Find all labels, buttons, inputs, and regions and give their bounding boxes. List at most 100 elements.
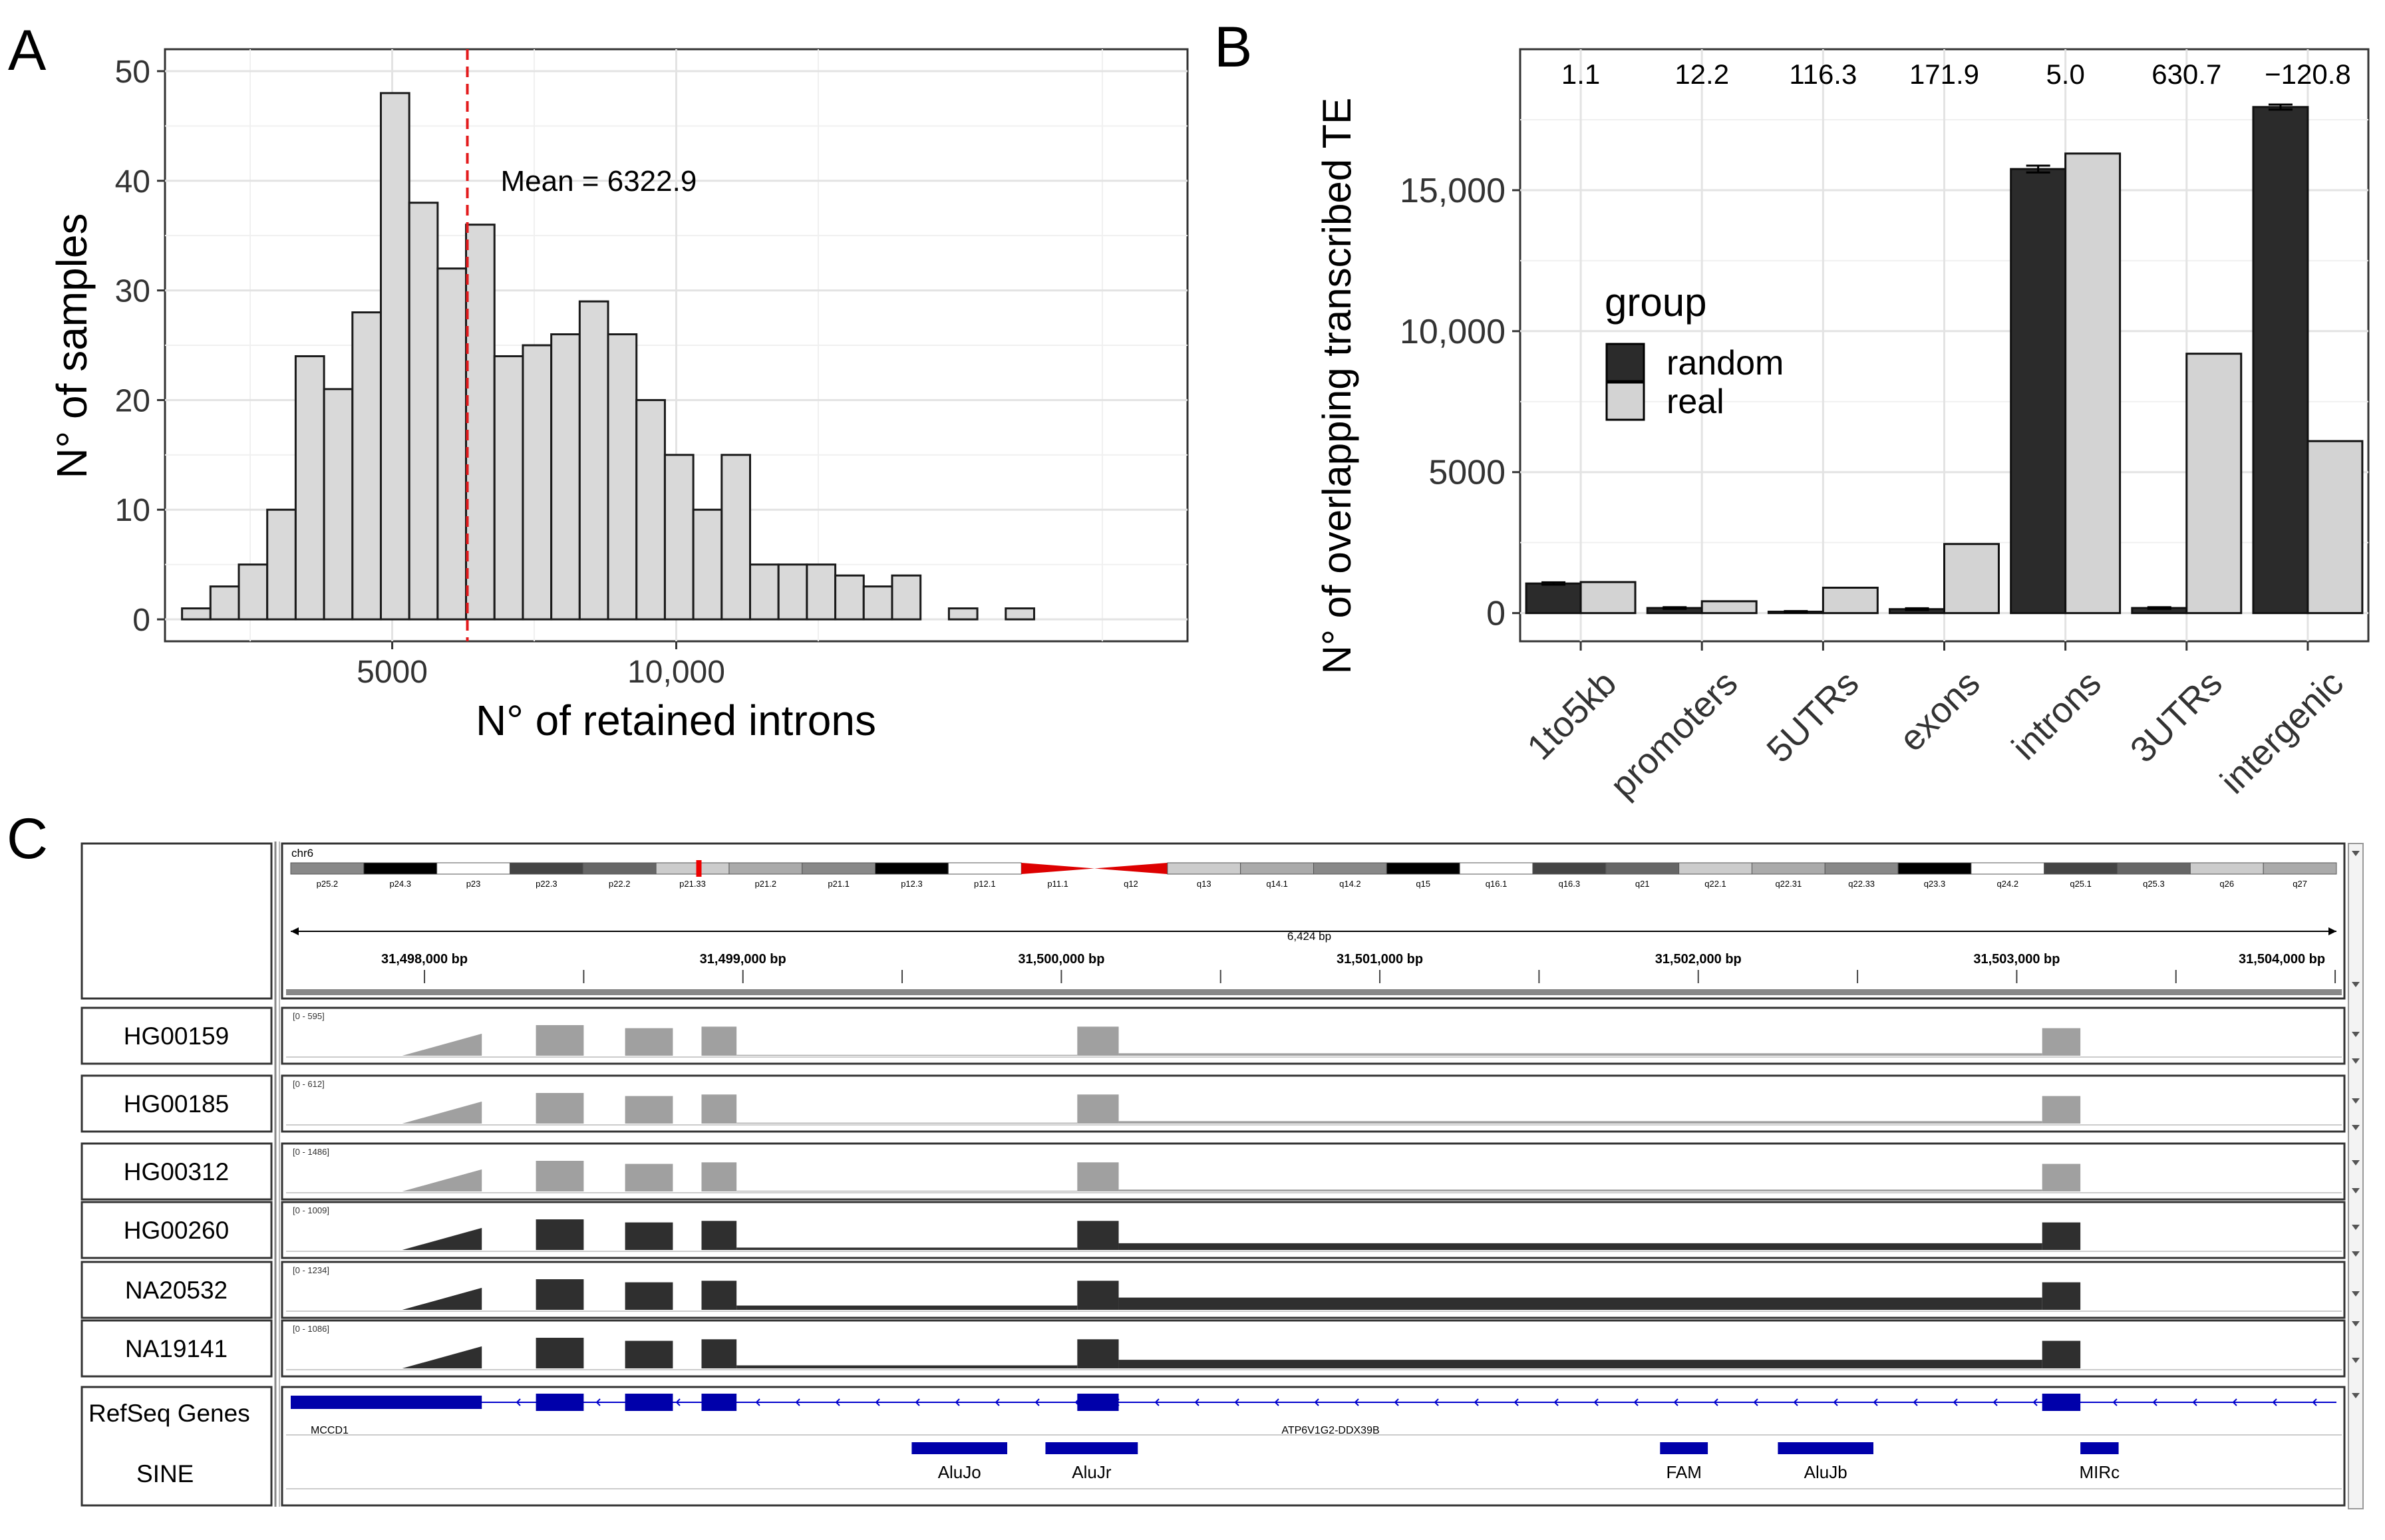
browser-name-header bbox=[80, 842, 273, 1000]
histogram-bar bbox=[493, 355, 524, 621]
gene-exon bbox=[701, 1394, 737, 1411]
genome-browser-panel: chr6 p25.2 p24.3 p23 p22.3 p22.2 p21.33 p21.2 p… bbox=[80, 842, 2364, 1509]
exon-coverage bbox=[536, 1279, 584, 1310]
x-tick-label: 1to5kb bbox=[1519, 663, 1624, 768]
strand-arrow bbox=[1553, 1398, 1559, 1406]
cytoband bbox=[1167, 862, 1241, 875]
legend-title: group bbox=[1605, 280, 1706, 325]
coordinate-ruler: 31,498,000 bp 31,499,000 bp 31,500,000 bp 3… bbox=[286, 927, 2342, 995]
sine-label: AluJo bbox=[938, 1462, 981, 1482]
cytoband-label: q26 bbox=[2219, 879, 2234, 889]
y-tick-label: 20 bbox=[115, 383, 150, 418]
histogram-bar bbox=[891, 574, 922, 621]
strand-arrow bbox=[915, 1398, 920, 1406]
strand-arrow bbox=[1034, 1398, 1040, 1406]
bar-real bbox=[2306, 440, 2364, 615]
strand-arrow bbox=[795, 1398, 800, 1406]
histogram-bar bbox=[806, 563, 837, 621]
cytoband-label: q24.2 bbox=[1997, 879, 2019, 889]
bar-annotation: 5.0 bbox=[2046, 59, 2084, 90]
sine-track: AluJo AluJr FAM AluJb MIRc bbox=[911, 1442, 2120, 1482]
sine-element bbox=[1778, 1442, 1874, 1454]
exon-coverage bbox=[402, 1101, 482, 1124]
histogram-ylabel: N° of samples bbox=[48, 213, 96, 478]
ruler-label: 31,500,000 bp bbox=[1018, 952, 1104, 967]
scroll-arrow bbox=[2352, 1188, 2360, 1193]
histogram-bar bbox=[1005, 607, 1035, 621]
grouped-bars bbox=[1525, 103, 2364, 615]
strand-arrow bbox=[755, 1398, 760, 1406]
cytoband bbox=[728, 862, 803, 875]
bar-random bbox=[1525, 582, 1582, 615]
cytoband bbox=[509, 862, 583, 875]
ruler-label: 31,502,000 bp bbox=[1655, 952, 1742, 967]
exon-coverage bbox=[2042, 1163, 2081, 1191]
strand-arrow bbox=[1633, 1398, 1639, 1406]
intron-coverage bbox=[1118, 1360, 2042, 1368]
exon-coverage bbox=[536, 1219, 584, 1250]
strand-arrow bbox=[1234, 1398, 1239, 1406]
cytoband bbox=[290, 862, 365, 875]
strand-arrow bbox=[995, 1398, 1000, 1406]
exon-coverage bbox=[701, 1281, 737, 1310]
x-tick-label: introns bbox=[2004, 663, 2109, 768]
strand-arrow bbox=[1194, 1398, 1199, 1406]
histogram-bar bbox=[408, 202, 439, 621]
histogram-bar bbox=[181, 607, 212, 621]
strand-arrow bbox=[1953, 1398, 1958, 1406]
strand-arrow bbox=[1793, 1398, 1798, 1406]
exon-coverage bbox=[536, 1161, 584, 1191]
sine-label: AluJb bbox=[1804, 1462, 1847, 1482]
strand-arrow bbox=[1713, 1398, 1718, 1406]
x-tick-label: 10,000 bbox=[627, 655, 725, 690]
histogram-bar bbox=[607, 333, 638, 621]
cytoband bbox=[2044, 862, 2118, 875]
sine-label: FAM bbox=[1666, 1462, 1701, 1482]
exon-coverage bbox=[701, 1026, 737, 1056]
histogram-bar bbox=[294, 355, 325, 621]
ruler-label: 31,499,000 bp bbox=[700, 952, 786, 967]
y-tick-label: 0 bbox=[1486, 595, 1506, 633]
y-tick-label: 50 bbox=[115, 55, 150, 90]
strand-arrow bbox=[2232, 1398, 2237, 1406]
exon-coverage bbox=[402, 1346, 482, 1368]
refseq-gene-track bbox=[291, 1394, 2336, 1411]
scrollbar[interactable] bbox=[2348, 843, 2364, 1509]
track-range: [0 - 1086] bbox=[293, 1324, 329, 1334]
histogram-bar bbox=[834, 574, 865, 621]
bar-real bbox=[2064, 152, 2122, 615]
exon-coverage bbox=[1077, 1281, 1119, 1310]
histogram-panel: 0 10 20 30 40 50 5000 10,000 Mean = 6322.9 N° o… bbox=[48, 48, 1189, 744]
exon-coverage bbox=[402, 1227, 482, 1250]
cytoband bbox=[947, 862, 1022, 875]
cytoband-label: q22.33 bbox=[1848, 879, 1875, 889]
strand-arrow bbox=[675, 1398, 681, 1406]
legend-swatch-real bbox=[1605, 381, 1645, 421]
cytoband bbox=[2117, 862, 2191, 875]
cytoband-label: q23.3 bbox=[1924, 879, 1946, 889]
histogram-bar bbox=[777, 563, 808, 621]
exon-coverage bbox=[701, 1339, 737, 1368]
track-name-box bbox=[80, 1074, 273, 1133]
histogram-bar bbox=[209, 585, 240, 621]
histogram-bar bbox=[550, 333, 581, 621]
cytoband bbox=[1313, 862, 1387, 875]
cytoband-label: q13 bbox=[1197, 879, 1211, 889]
cytoband-label: q16.1 bbox=[1486, 879, 1508, 889]
histogram-bar bbox=[635, 398, 666, 621]
bar-annotation: −120.8 bbox=[2265, 59, 2351, 90]
bar-real bbox=[1822, 586, 1879, 615]
strand-arrow bbox=[1314, 1398, 1319, 1406]
exon-coverage bbox=[625, 1282, 673, 1310]
x-tick-label: 3UTRs bbox=[2123, 663, 2230, 770]
ruler-label: 31,504,000 bp bbox=[2239, 952, 2325, 967]
cytoband-label: p12.3 bbox=[901, 879, 923, 889]
scroll-arrow bbox=[2352, 1251, 2360, 1257]
ruler-label: 31,501,000 bp bbox=[1337, 952, 1423, 967]
track-range: [0 - 612] bbox=[293, 1079, 325, 1089]
cytoband-label: q25.3 bbox=[2143, 879, 2165, 889]
bar-real bbox=[1579, 581, 1637, 615]
exon-coverage bbox=[536, 1338, 584, 1368]
histogram-bar bbox=[663, 454, 695, 621]
